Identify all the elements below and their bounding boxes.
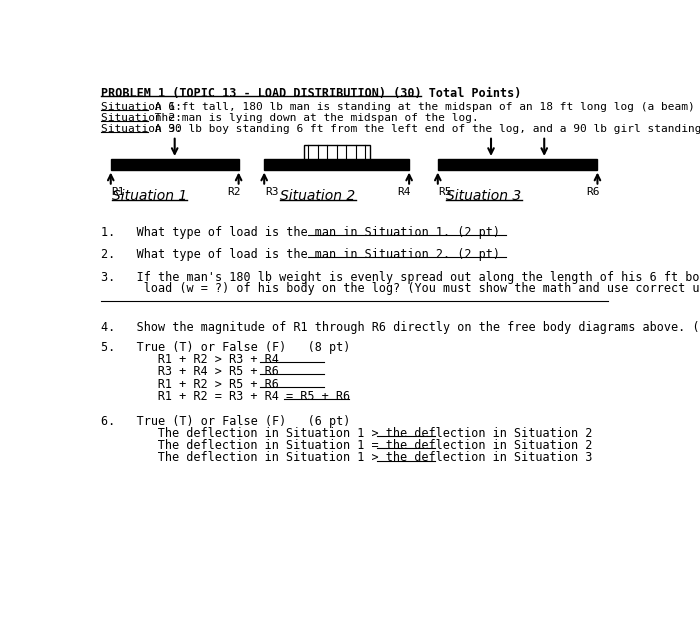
- Text: The man is lying down at the midspan of the log.: The man is lying down at the midspan of …: [148, 114, 480, 124]
- Text: 5.   True (T) or False (F)   (8 pt): 5. True (T) or False (F) (8 pt): [102, 341, 351, 353]
- Text: R3: R3: [265, 187, 279, 198]
- Text: PROBLEM 1 (TOPIC 13 - LOAD DISTRIBUTION) (30) Total Points): PROBLEM 1 (TOPIC 13 - LOAD DISTRIBUTION)…: [102, 87, 522, 100]
- Text: 6.   True (T) or False (F)   (6 pt): 6. True (T) or False (F) (6 pt): [102, 415, 351, 428]
- Text: A 6 ft tall, 180 lb man is standing at the midspan of an 18 ft long log (a beam): A 6 ft tall, 180 lb man is standing at t…: [148, 102, 700, 112]
- Text: Situation 2:: Situation 2:: [102, 114, 183, 124]
- Text: 1.   What type of load is the man in Situation 1. (2 pt): 1. What type of load is the man in Situa…: [102, 226, 500, 239]
- Bar: [304, 145, 370, 159]
- Text: The deflection in Situation 1 = the deflection in Situation 2: The deflection in Situation 1 = the defl…: [116, 439, 593, 452]
- Text: The deflection in Situation 1 > the deflection in Situation 2: The deflection in Situation 1 > the defl…: [116, 427, 593, 440]
- Text: R1 + R2 > R5 + R6: R1 + R2 > R5 + R6: [116, 377, 279, 391]
- Text: load (w = ?) of his body on the log? (You must show the math and use correct uni: load (w = ?) of his body on the log? (Yo…: [102, 282, 700, 295]
- Text: R3 + R4 > R5 + R6: R3 + R4 > R5 + R6: [116, 365, 279, 378]
- Text: 2.   What type of load is the man in Situation 2. (2 pt): 2. What type of load is the man in Situa…: [102, 248, 500, 261]
- Text: 4.   Show the magnitude of R1 through R6 directly on the free body diagrams abov: 4. Show the magnitude of R1 through R6 d…: [102, 321, 700, 334]
- Text: R1: R1: [111, 187, 125, 198]
- Bar: [438, 159, 598, 170]
- Text: R5: R5: [439, 187, 452, 198]
- Text: Situation 3:: Situation 3:: [102, 124, 183, 134]
- Text: Situation 2: Situation 2: [280, 189, 355, 203]
- Text: R6: R6: [586, 187, 599, 198]
- Bar: [264, 159, 409, 170]
- Text: Situation 3: Situation 3: [446, 189, 521, 203]
- Text: R2: R2: [227, 187, 241, 198]
- Text: Situation 1: Situation 1: [112, 189, 188, 203]
- Text: 3.   If the man's 180 lb weight is evenly spread out along the length of his 6 f: 3. If the man's 180 lb weight is evenly …: [102, 271, 700, 283]
- Text: R1 + R2 > R3 + R4: R1 + R2 > R3 + R4: [116, 353, 279, 366]
- Text: R4: R4: [398, 187, 411, 198]
- Text: R1 + R2 = R3 + R4 = R5 + R6: R1 + R2 = R3 + R4 = R5 + R6: [116, 390, 351, 403]
- Bar: [111, 159, 239, 170]
- Text: A 90 lb boy standing 6 ft from the left end of the log, and a 90 lb girl standin: A 90 lb boy standing 6 ft from the left …: [148, 124, 700, 134]
- Text: The deflection in Situation 1 > the deflection in Situation 3: The deflection in Situation 1 > the defl…: [116, 451, 593, 464]
- Text: Situation 1:: Situation 1:: [102, 102, 183, 112]
